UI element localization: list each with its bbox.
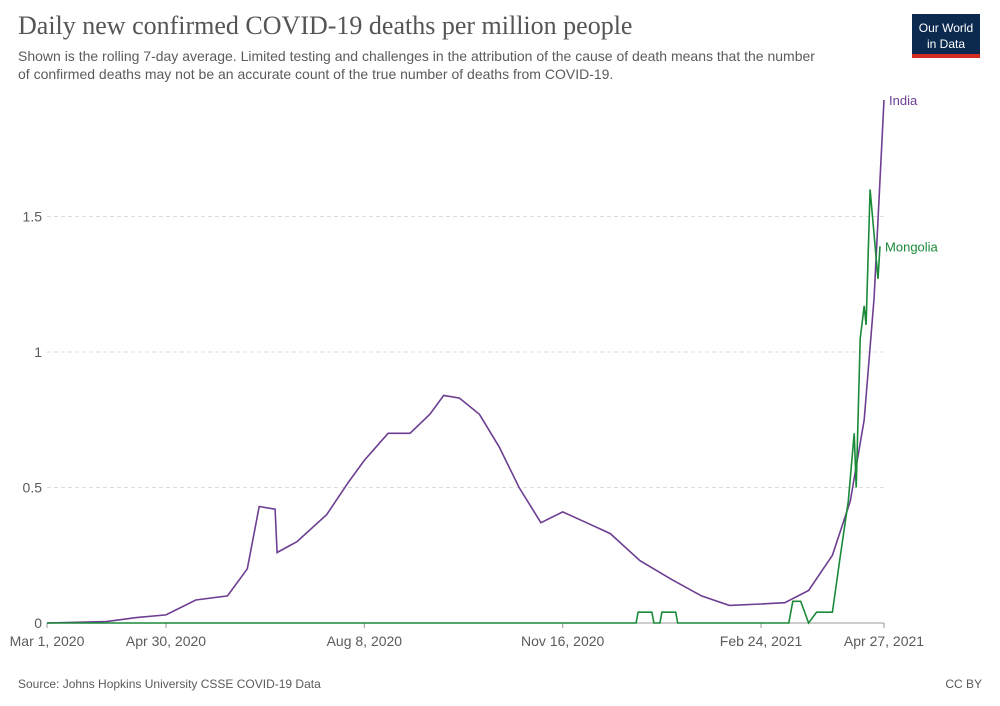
x-tick-label: Aug 8, 2020 <box>327 633 403 649</box>
logo <box>912 14 980 54</box>
logo-text: in Data <box>927 37 965 51</box>
x-tick-label: Apr 27, 2021 <box>844 633 924 649</box>
license: CC BY <box>945 677 982 691</box>
series-label: India <box>889 93 918 108</box>
y-tick-label: 0.5 <box>23 480 43 496</box>
x-tick-label: Nov 16, 2020 <box>521 633 604 649</box>
series-line <box>47 189 881 625</box>
y-tick-label: 1 <box>34 344 42 360</box>
series-label: Mongolia <box>885 239 939 254</box>
x-tick-label: Mar 1, 2020 <box>10 633 85 649</box>
logo-bar <box>912 54 980 58</box>
chart-title: Daily new confirmed COVID-19 deaths per … <box>18 11 632 40</box>
source: Source: Johns Hopkins University CSSE CO… <box>18 677 321 691</box>
y-tick-label: 1.5 <box>23 209 43 225</box>
logo-text: Our World <box>919 21 973 35</box>
x-tick-label: Apr 30, 2020 <box>126 633 206 649</box>
subtitle: of confirmed deaths may not be an accura… <box>18 66 613 82</box>
x-tick-label: Feb 24, 2021 <box>720 633 803 649</box>
subtitle: Shown is the rolling 7-day average. Limi… <box>18 48 815 64</box>
y-tick-label: 0 <box>34 615 42 631</box>
series-line <box>46 99 885 624</box>
